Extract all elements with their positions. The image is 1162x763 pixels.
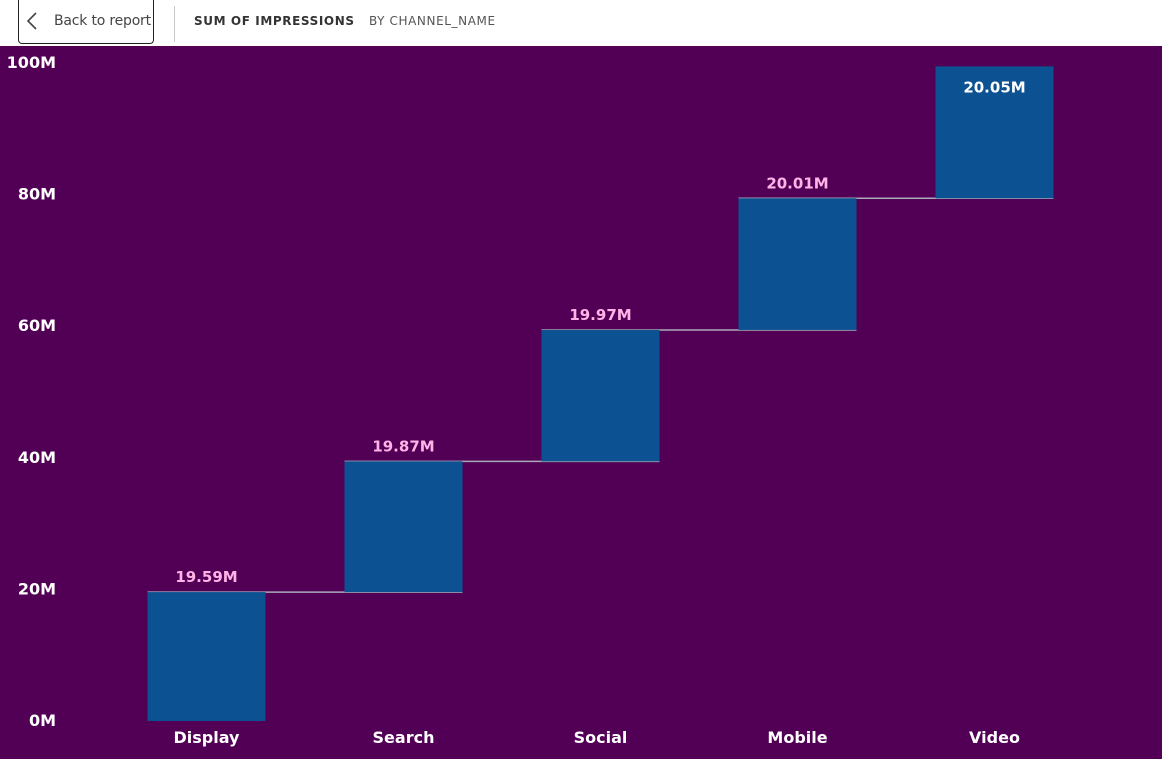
x-tick-label: Search [373,728,435,747]
y-tick-label: 60M [18,316,56,335]
y-tick-label: 0M [29,711,56,730]
y-axis: 0M 20M 40M 60M 80M 100M [7,53,56,730]
bar-social[interactable] [541,329,660,462]
x-tick-label: Mobile [767,728,827,747]
bar-mobile[interactable] [738,198,857,330]
waterfall-chart: 0M 20M 40M 60M 80M 100M 19.59M 19.87M 19.97M 20.… [7,53,1054,747]
back-to-report-button[interactable]: Back to report [18,0,154,44]
x-tick-label: Display [174,728,241,747]
visual-title: SUM OF IMPRESSIONS [194,14,355,28]
y-tick-label: 80M [18,185,56,204]
toolbar-divider [174,6,175,42]
x-axis: Display Search Social Mobile Video [174,728,1020,747]
bar-display[interactable] [147,592,266,721]
back-button-label: Back to report [54,13,151,29]
x-tick-label: Video [969,728,1020,747]
data-label: 19.97M [569,306,631,324]
chevron-left-icon [26,12,37,30]
y-tick-label: 100M [7,53,56,72]
y-tick-label: 20M [18,579,56,598]
data-label: 20.05M [963,78,1025,96]
x-tick-label: Social [574,728,628,747]
visual-subtitle: BY CHANNEL_NAME [369,14,496,28]
data-label: 19.59M [175,568,237,586]
bars [147,66,1054,721]
data-label: 20.01M [766,174,828,192]
y-tick-label: 40M [18,448,56,467]
data-labels: 19.59M 19.87M 19.97M 20.01M 20.05M [175,78,1025,586]
bar-video[interactable] [935,66,1054,199]
data-label: 19.87M [372,437,434,455]
chart-area: 0M 20M 40M 60M 80M 100M 19.59M 19.87M 19.97M 20.… [0,46,1162,759]
bar-search[interactable] [344,461,463,593]
top-toolbar: Back to report SUM OF IMPRESSIONS BY CHA… [0,0,1162,46]
